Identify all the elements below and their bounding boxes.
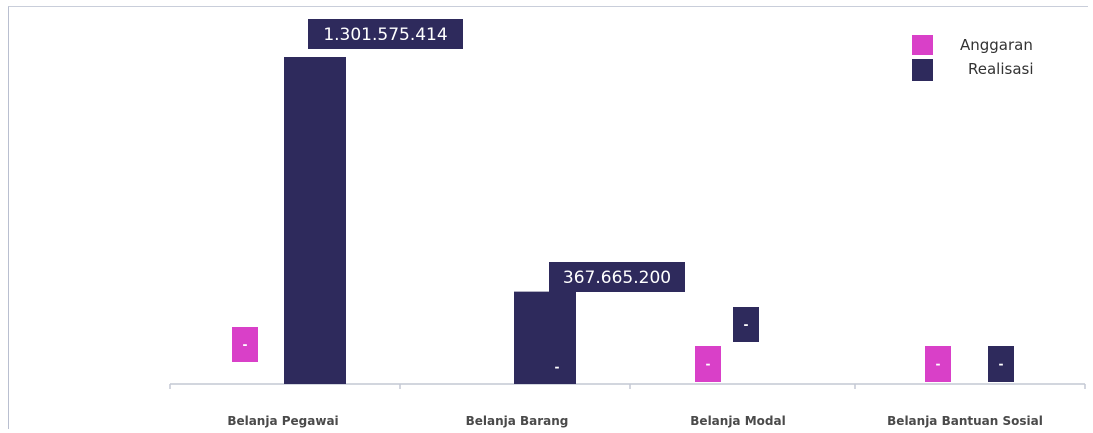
bars-group	[232, 57, 1014, 384]
data-label-anggaran-1: -	[555, 360, 560, 374]
data-label-box-realisasi-0	[308, 19, 463, 49]
category-label-0: Belanja Pegawai	[227, 414, 338, 428]
legend-swatch-realisasi	[912, 59, 933, 81]
bar-realisasi-1	[514, 291, 576, 384]
legend: Anggaran Realisasi	[912, 35, 1034, 81]
data-label-realisasi-1: 367.665.200	[563, 268, 671, 288]
data-label-realisasi-2: -	[744, 318, 749, 332]
category-label-1: Belanja Barang	[466, 414, 569, 428]
category-label-2: Belanja Modal	[690, 414, 785, 428]
data-label-anggaran-0: -	[243, 338, 248, 352]
data-label-realisasi-0: 1.301.575.414	[323, 25, 447, 45]
data-label-anggaran-3: -	[936, 357, 941, 371]
legend-label-realisasi: Realisasi	[968, 60, 1034, 78]
bar-realisasi-3	[988, 346, 1014, 382]
data-label-anggaran-2: -	[706, 357, 711, 371]
bar-realisasi-2	[733, 307, 759, 342]
bar-anggaran-2	[695, 346, 721, 382]
category-labels-group: Belanja Pegawai Belanja Barang Belanja Mod…	[227, 414, 1043, 428]
x-axis-ticks	[169, 384, 1086, 389]
chart-frame	[8, 6, 1088, 429]
bar-anggaran-3	[925, 346, 951, 382]
category-label-3: Belanja Bantuan Sosial	[887, 414, 1043, 428]
data-label-box-realisasi-1	[549, 262, 685, 292]
data-labels-group: - - - - 1.301.575.414 367.665.200 - -	[243, 19, 1004, 374]
data-label-realisasi-3: -	[999, 357, 1004, 371]
bar-realisasi-0	[284, 57, 346, 384]
bar-anggaran-0	[232, 327, 258, 362]
legend-swatch-anggaran	[912, 35, 933, 55]
legend-label-anggaran: Anggaran	[960, 36, 1033, 54]
